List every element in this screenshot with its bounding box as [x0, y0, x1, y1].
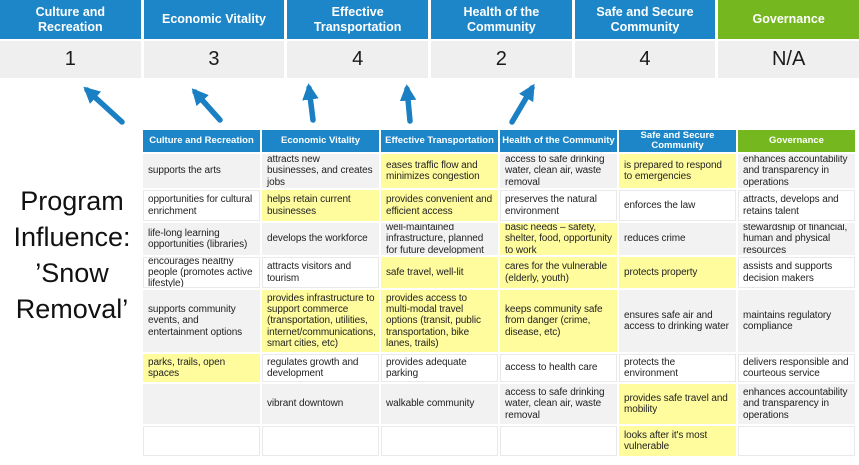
matrix-cell: keeps community safe from danger (crime,…: [500, 290, 617, 352]
title-line: ’Snow: [35, 258, 109, 288]
matrix-cell: ensures safe air and access to drinking …: [619, 290, 736, 352]
matrix-cell: life-long learning opportunities (librar…: [143, 223, 260, 255]
matrix-cell: eases traffic flow and minimizes congest…: [381, 154, 498, 188]
matrix-cell: well-maintained infrastructure, planned …: [381, 223, 498, 255]
matrix-cell: provides safe travel and mobility: [619, 384, 736, 424]
matrix-cell: safe travel, well-lit: [381, 257, 498, 288]
matrix-cell: provides infrastructure to support comme…: [262, 290, 379, 352]
matrix-cell: provides access to multi-modal travel op…: [381, 290, 498, 352]
matrix-cell: supports community events, and entertain…: [143, 290, 260, 352]
band-score-economic-vitality: 3: [143, 41, 285, 78]
title-line: Removal’: [15, 294, 129, 324]
matrix-cell: [143, 426, 260, 456]
matrix-cell: opportunities for cultural enrichment: [143, 190, 260, 221]
matrix-cell: parks, trails, open spaces: [143, 354, 260, 382]
matrix-cell: encourages healthy people (promotes acti…: [143, 257, 260, 288]
matrix-cell: assists and supports decision makers: [738, 257, 855, 288]
arrow-icon: [302, 83, 319, 123]
matrix-cell: enforces the law: [619, 190, 736, 221]
matrix-cell: provides convenient and efficient access: [381, 190, 498, 221]
matrix-cell: vibrant downtown: [262, 384, 379, 424]
program-influence-title: Program Influence: ’Snow Removal’: [2, 183, 142, 327]
matrix-cell: [381, 426, 498, 456]
matrix-cell: maintains regulatory compliance: [738, 290, 855, 352]
matrix-cell: regulates growth and development: [262, 354, 379, 382]
arrow-icon: [191, 88, 223, 123]
matrix-header: Economic Vitality: [262, 130, 379, 152]
band-header-health-community: Health of the Community: [431, 0, 572, 39]
band-score-effective-transportation: 4: [287, 41, 428, 78]
band-header-safe-secure-community: Safe and Secure Community: [574, 0, 716, 39]
matrix-cell: attracts, develops and retains talent: [738, 190, 855, 221]
matrix-header: Effective Transportation: [381, 130, 498, 152]
title-line: Program: [20, 186, 124, 216]
matrix-header: Safe and Secure Community: [619, 130, 736, 152]
matrix-cell: is prepared to respond to emergencies: [619, 154, 736, 188]
band-score-safe-secure-community: 4: [574, 41, 716, 78]
matrix-cell: enhances accountability and transparency…: [738, 384, 855, 424]
matrix-cell: helps retain current businesses: [262, 190, 379, 221]
matrix-cell: supports the arts: [143, 154, 260, 188]
matrix-cell: preserves the natural environment: [500, 190, 617, 221]
band-score-culture-recreation: 1: [0, 41, 141, 78]
matrix-cell: enhances accountability and transparency…: [738, 154, 855, 188]
influence-matrix: Culture and Recreation Economic Vitality E…: [143, 130, 855, 456]
arrow-icon: [83, 86, 125, 125]
matrix-cell: walkable community: [381, 384, 498, 424]
matrix-cell: access to safe drinking water, clean air…: [500, 384, 617, 424]
band-score-governance: N/A: [718, 41, 859, 78]
matrix-header: Governance: [738, 130, 855, 152]
band-header-effective-transportation: Effective Transportation: [287, 0, 428, 39]
matrix-cell: provides adequate parking: [381, 354, 498, 382]
matrix-cell: access to health care: [500, 354, 617, 382]
matrix-header: Culture and Recreation: [143, 130, 260, 152]
matrix-cell: stewardship of financial, human and phys…: [738, 223, 855, 255]
matrix-cell: [500, 426, 617, 456]
influence-arrows: [83, 83, 535, 125]
matrix-cell: develops the workforce: [262, 223, 379, 255]
matrix-cell: reduces crime: [619, 223, 736, 255]
matrix-cell: basic needs – safety, shelter, food, opp…: [500, 223, 617, 255]
band-score-health-community: 2: [431, 41, 572, 78]
arrow-icon: [509, 83, 535, 125]
band-header-governance: Governance: [718, 0, 859, 39]
matrix-cell: [143, 384, 260, 424]
matrix-cell: looks after it's most vulnerable: [619, 426, 736, 456]
matrix-cell: attracts new businesses, and creates job…: [262, 154, 379, 188]
matrix-cell: cares for the vulnerable (elderly, youth…: [500, 257, 617, 288]
matrix-cell: delivers responsible and courteous servi…: [738, 354, 855, 382]
arrow-icon: [399, 84, 417, 124]
matrix-cell: attracts visitors and tourism: [262, 257, 379, 288]
matrix-cell: [738, 426, 855, 456]
priority-score-band: Culture and Recreation Economic Vitality…: [0, 0, 859, 78]
matrix-cell: protects property: [619, 257, 736, 288]
matrix-cell: protects the environment: [619, 354, 736, 382]
matrix-cell: access to safe drinking water, clean air…: [500, 154, 617, 188]
matrix-cell: [262, 426, 379, 456]
matrix-header: Health of the Community: [500, 130, 617, 152]
band-header-culture-recreation: Culture and Recreation: [0, 0, 141, 39]
title-line: Influence:: [13, 222, 131, 252]
band-header-economic-vitality: Economic Vitality: [143, 0, 285, 39]
